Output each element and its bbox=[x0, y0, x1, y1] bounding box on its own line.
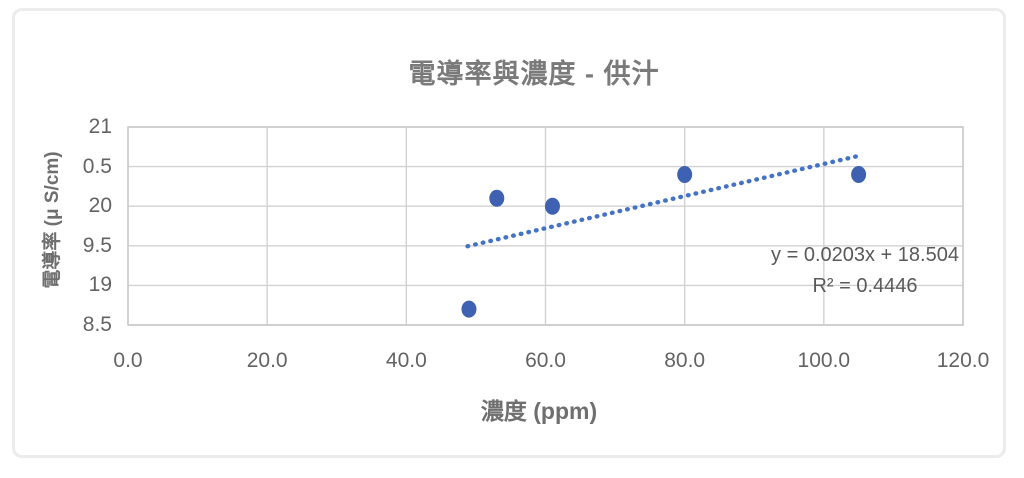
trendline-r-squared: R² = 0.4446 bbox=[812, 275, 918, 297]
y-tick-label: 8.5 bbox=[82, 313, 112, 336]
x-tick-label: 120.0 bbox=[936, 349, 990, 372]
trendline bbox=[465, 153, 860, 249]
x-tick-label: 40.0 bbox=[385, 349, 427, 372]
x-tick-label: 100.0 bbox=[797, 349, 851, 372]
data-point bbox=[489, 189, 505, 207]
data-point bbox=[461, 300, 477, 318]
x-tick-label: 20.0 bbox=[246, 349, 288, 372]
x-tick-label: 0.0 bbox=[113, 349, 143, 372]
x-tick-label: 60.0 bbox=[525, 349, 566, 372]
data-point bbox=[851, 166, 867, 184]
y-tick-label: 21 bbox=[88, 115, 112, 138]
y-tick-label: 20 bbox=[88, 194, 112, 218]
y-tick-label: 0.5 bbox=[82, 154, 112, 178]
chart-title: 電導率與濃度 - 供汁 bbox=[408, 59, 660, 89]
data-point bbox=[677, 166, 693, 184]
x-axis-title: 濃度 (ppm) bbox=[480, 398, 598, 424]
y-tick-label: 9.5 bbox=[82, 233, 112, 257]
trendline-label: y = 0.0203x + 18.504 R² = 0.4446 bbox=[715, 240, 1015, 302]
y-tick-label: 19 bbox=[88, 273, 112, 297]
x-tick-label: 80.0 bbox=[664, 349, 706, 372]
data-point bbox=[544, 197, 560, 215]
plot-border bbox=[127, 126, 964, 326]
trendline-equation: y = 0.0203x + 18.504 bbox=[771, 244, 959, 266]
chart-frame-border bbox=[12, 8, 1006, 458]
